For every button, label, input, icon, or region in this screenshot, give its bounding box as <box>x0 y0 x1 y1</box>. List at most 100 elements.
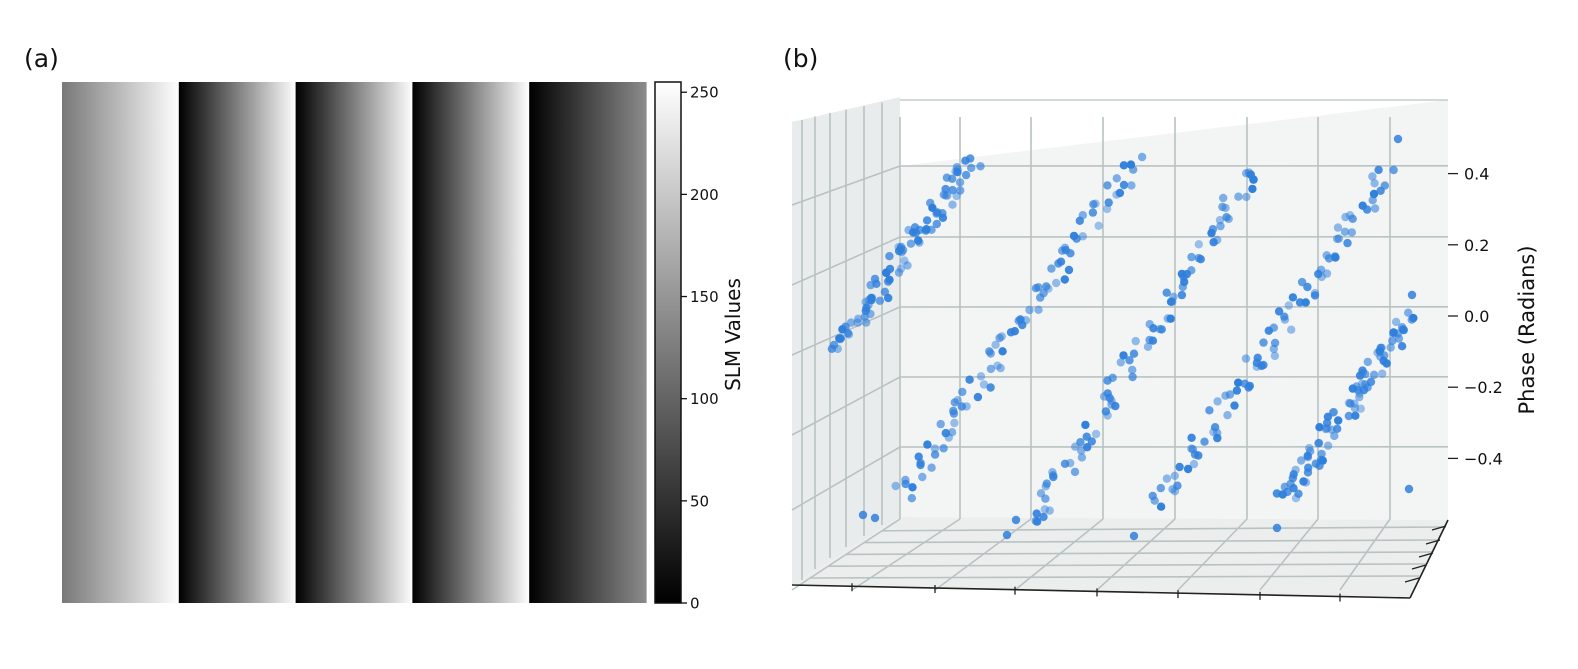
data-point <box>967 163 976 173</box>
data-point <box>976 372 986 381</box>
data-point <box>1137 152 1147 162</box>
data-point <box>1389 328 1398 337</box>
data-point <box>986 364 996 374</box>
data-point <box>836 334 845 343</box>
data-point <box>914 236 923 245</box>
gridline <box>809 575 1420 579</box>
data-point <box>1041 482 1051 491</box>
x-axis-line <box>791 584 1411 599</box>
data-point <box>1148 336 1158 345</box>
data-point <box>948 174 957 183</box>
data-point <box>1246 170 1256 179</box>
gridline <box>1096 518 1176 591</box>
data-point <box>1344 411 1354 421</box>
data-point <box>947 428 957 437</box>
data-point <box>894 268 904 277</box>
data-point <box>928 203 937 212</box>
data-point <box>1213 428 1222 438</box>
colorbar-tick-label: 200 <box>690 186 719 204</box>
data-point <box>1168 297 1177 306</box>
data-point <box>867 293 876 303</box>
data-point <box>938 213 948 222</box>
data-point <box>908 228 918 237</box>
data-point <box>1194 240 1204 249</box>
data-point <box>1394 334 1404 343</box>
data-point <box>1348 214 1357 223</box>
back-pane <box>900 100 1448 520</box>
data-point <box>1103 389 1112 398</box>
data-point <box>1347 228 1357 237</box>
data-point <box>1333 223 1343 232</box>
data-point <box>1259 338 1268 347</box>
data-point <box>927 225 936 234</box>
data-point <box>1060 243 1070 252</box>
colorbar: 0 50 100 150 200 250 SLM Values <box>654 81 745 613</box>
data-point <box>1287 325 1296 334</box>
data-point <box>1194 451 1203 460</box>
data-point <box>1126 160 1136 169</box>
data-point <box>1112 190 1121 199</box>
data-point <box>1330 431 1339 441</box>
data-point <box>1272 523 1282 533</box>
data-point <box>1366 377 1376 387</box>
data-point <box>1398 325 1408 334</box>
data-point <box>1345 211 1355 220</box>
data-point <box>1310 288 1320 298</box>
z-axis-tick-label: 0.2 <box>1464 236 1489 255</box>
data-point <box>1346 399 1355 408</box>
data-point <box>1323 441 1333 450</box>
data-point <box>950 418 959 428</box>
data-point <box>1071 442 1080 451</box>
data-point <box>1295 298 1305 307</box>
data-point <box>1288 293 1298 302</box>
data-point <box>1322 424 1332 433</box>
data-point <box>885 252 894 261</box>
data-point <box>1157 325 1166 334</box>
data-point <box>1031 284 1041 293</box>
gridline <box>1259 518 1319 591</box>
data-point <box>1269 323 1279 332</box>
data-point <box>941 184 950 194</box>
data-point <box>1150 496 1159 505</box>
data-point <box>1148 491 1157 501</box>
data-point <box>1316 455 1326 465</box>
data-point <box>1047 264 1056 273</box>
data-point <box>952 163 962 172</box>
data-point <box>993 361 1002 370</box>
z-axis-ticks: 0.4 0.2 0.0 −0.2 −0.4 <box>1448 165 1503 468</box>
data-point <box>1291 494 1301 503</box>
data-point <box>953 165 963 174</box>
data-point <box>1190 450 1200 459</box>
data-point <box>1361 369 1370 379</box>
colorbar-tick-label: 0 <box>690 595 700 613</box>
gridline <box>1339 518 1391 591</box>
gridline <box>863 539 1441 544</box>
heatmap-stripe <box>62 82 180 603</box>
data-point <box>894 246 904 256</box>
data-point <box>1060 459 1070 468</box>
data-point <box>843 328 852 338</box>
data-point <box>1223 411 1232 420</box>
data-point <box>1376 352 1385 361</box>
data-point <box>829 340 839 350</box>
data-point <box>1242 169 1251 178</box>
data-point <box>1076 438 1085 447</box>
data-point <box>961 156 970 165</box>
data-point <box>921 226 930 235</box>
data-point <box>1391 317 1401 327</box>
data-point <box>943 191 952 200</box>
data-point <box>1358 368 1368 378</box>
data-point <box>1099 392 1109 401</box>
data-point <box>941 428 950 438</box>
data-point <box>1082 432 1091 441</box>
z-axis-tick-label: 0.0 <box>1464 307 1489 326</box>
data-point <box>1077 446 1086 455</box>
colorbar-tick-label: 100 <box>690 390 719 408</box>
data-point <box>1315 423 1324 432</box>
y-axis-tick <box>1411 564 1427 570</box>
data-point <box>1376 186 1385 195</box>
z-axis-tick-label: 0.4 <box>1464 165 1489 184</box>
data-point <box>1194 253 1204 263</box>
data-point <box>955 178 965 187</box>
data-point <box>1249 175 1258 184</box>
